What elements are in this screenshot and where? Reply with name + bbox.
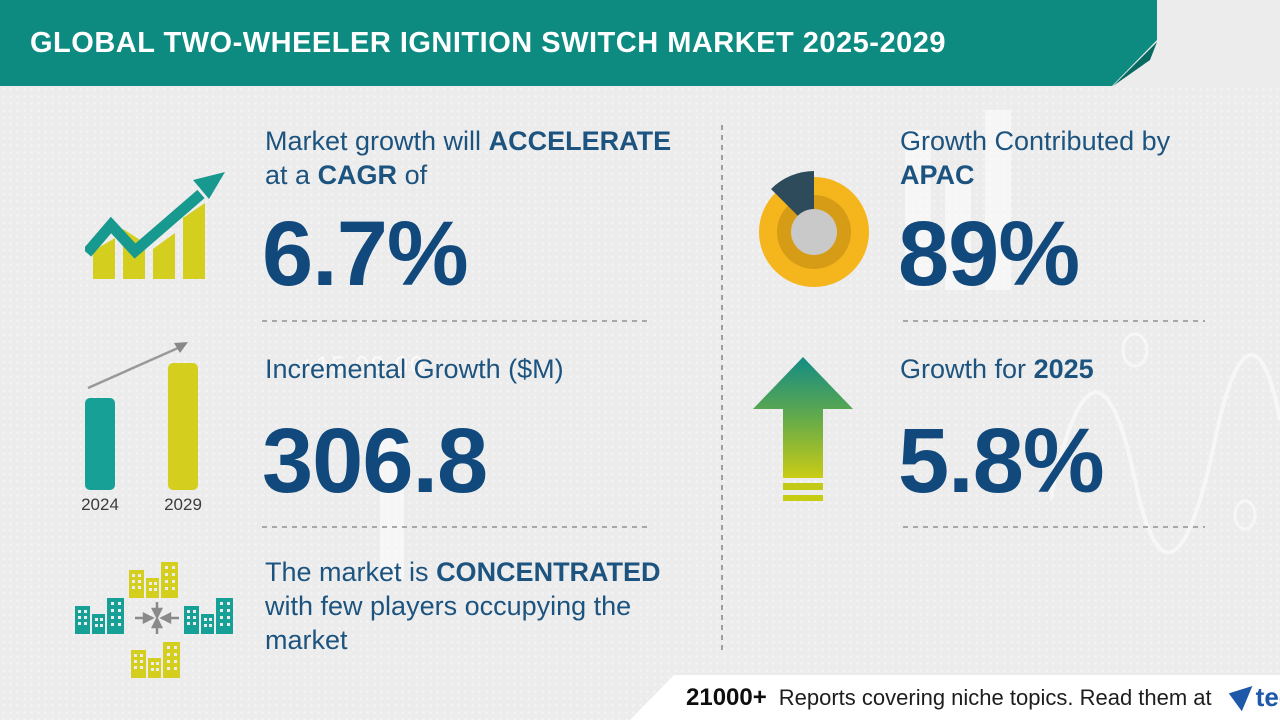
- apac-value: 89%: [898, 203, 1080, 305]
- decorative-bar: [945, 170, 971, 290]
- concentration-text-line3: market: [265, 625, 348, 655]
- concentration-text-line2: with few players occupying the: [265, 591, 632, 621]
- decorative-sine-wave: [1050, 332, 1280, 555]
- report-count: 21000+: [686, 683, 767, 711]
- divider: [262, 526, 650, 528]
- growth-for-text: Growth for: [900, 354, 1027, 384]
- growth-2025-label: Growth for 2025: [900, 352, 1094, 386]
- concentration-statement: The market is CONCENTRATED with few play…: [265, 555, 685, 657]
- apac-statement: Growth Contributed by APAC: [900, 124, 1230, 192]
- footer-bar: 21000+ Reports covering niche topics. Re…: [630, 675, 1280, 720]
- decorative-bar: [380, 430, 404, 580]
- incremental-growth-label: Incremental Growth ($M): [265, 354, 564, 384]
- donut-chart-icon: [759, 171, 869, 287]
- apac-text-line1: Growth Contributed by: [900, 126, 1171, 156]
- cagr-statement: Market growth will ACCELERATE at a CAGR …: [265, 124, 685, 192]
- bar-end-year-label: 2029: [164, 495, 202, 514]
- bar-start-year-label: 2024: [82, 495, 119, 514]
- cagr-text-accelerate: ACCELERATE: [488, 126, 672, 156]
- decorative-bar: [905, 130, 931, 290]
- page-title: GLOBAL TWO-WHEELER IGNITION SWITCH MARKE…: [30, 26, 946, 59]
- cagr-text-at-a: at a: [265, 160, 311, 190]
- apac-region-label: APAC: [900, 160, 975, 190]
- header-banner: GLOBAL TWO-WHEELER IGNITION SWITCH MARKE…: [0, 0, 1157, 86]
- divider: [903, 320, 1205, 322]
- cagr-text-regular: Market growth will: [265, 126, 482, 156]
- growth-year: 2025: [1033, 354, 1094, 384]
- bar-growth-icon: 2024 2029: [82, 342, 202, 514]
- incremental-growth-value: 306.8: [262, 410, 488, 512]
- cagr-text-of: of: [404, 160, 428, 190]
- decorative-ghost-number: +15,00.00: [300, 352, 426, 379]
- trend-line-chart-icon: [85, 172, 225, 279]
- growth-2025-value: 5.8%: [898, 410, 1105, 512]
- column-divider: [721, 125, 723, 655]
- decorative-bar: [985, 110, 1011, 290]
- technavio-logo[interactable]: tech navio ™: [1228, 682, 1280, 714]
- banner-ribbon-fold: [1113, 42, 1157, 86]
- technavio-logo-icon: [1228, 685, 1253, 711]
- divider: [903, 526, 1205, 528]
- concentration-text-regular: The market is: [265, 557, 429, 587]
- logo-text-tech: tech: [1255, 681, 1280, 712]
- footer-message: Reports covering niche topics. Read them…: [778, 684, 1212, 710]
- concentration-text-bold: CONCENTRATED: [436, 557, 661, 587]
- cagr-value: 6.7%: [262, 203, 469, 305]
- divider: [262, 320, 650, 322]
- cagr-text-cagr: CAGR: [317, 160, 398, 190]
- buildings-consolidation-icon: [75, 562, 233, 678]
- up-arrow-icon: [753, 357, 853, 501]
